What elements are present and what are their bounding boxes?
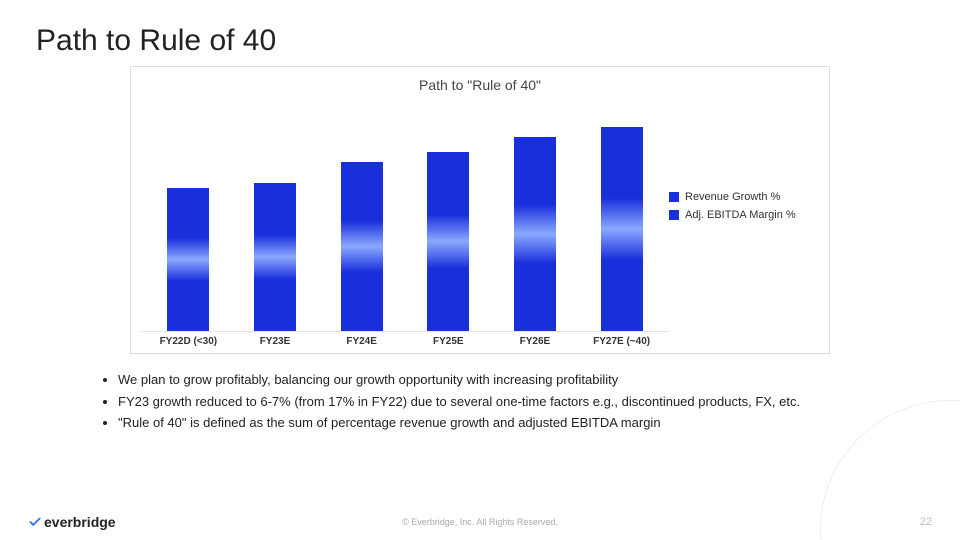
legend-swatch <box>669 210 679 220</box>
x-axis-label: FY24E <box>327 336 397 347</box>
bar <box>167 188 209 331</box>
bar <box>601 127 643 331</box>
chart-bars <box>141 101 669 331</box>
chart-legend: Revenue Growth % Adj. EBITDA Margin % <box>669 101 819 227</box>
bar-slot <box>153 188 223 331</box>
chart-plot: FY22D (<30) FY23E FY24E FY25E FY26E FY27E (~4… <box>141 101 669 347</box>
x-axis-label: FY22D (<30) <box>153 336 223 347</box>
bar <box>341 162 383 331</box>
bar-slot <box>500 137 570 331</box>
check-icon <box>28 515 42 529</box>
bar-slot <box>327 162 397 331</box>
brand-name: everbridge <box>44 514 116 530</box>
bar-slot <box>413 152 483 331</box>
bullet-list: We plan to grow profitably, balancing ou… <box>100 370 924 433</box>
brand-logo: everbridge <box>28 514 116 530</box>
x-axis-label: FY26E <box>500 336 570 347</box>
page-title: Path to Rule of 40 <box>36 24 924 58</box>
bar-slot <box>240 183 310 331</box>
slide: Path to Rule of 40 Path to "Rule of 40" … <box>0 0 960 540</box>
chart-body: FY22D (<30) FY23E FY24E FY25E FY26E FY27E (~4… <box>141 101 819 347</box>
chart-xlabels: FY22D (<30) FY23E FY24E FY25E FY26E FY27E (~4… <box>141 331 669 347</box>
x-axis-label: FY23E <box>240 336 310 347</box>
bar <box>254 183 296 331</box>
legend-label: Revenue Growth % <box>685 191 780 203</box>
page-number: 22 <box>920 516 932 528</box>
bar <box>427 152 469 331</box>
copyright-text: © Everbridge, Inc. All Rights Reserved. <box>402 517 558 527</box>
legend-swatch <box>669 192 679 202</box>
legend-label: Adj. EBITDA Margin % <box>685 209 796 221</box>
x-axis-label: FY27E (~40) <box>587 336 657 347</box>
bullet-item: FY23 growth reduced to 6-7% (from 17% in… <box>118 392 924 412</box>
bullet-item: We plan to grow profitably, balancing ou… <box>118 370 924 390</box>
bar <box>514 137 556 331</box>
bar-slot <box>587 127 657 331</box>
x-axis-label: FY25E <box>413 336 483 347</box>
legend-item: Adj. EBITDA Margin % <box>669 209 819 221</box>
bullet-item: "Rule of 40" is defined as the sum of pe… <box>118 413 924 433</box>
footer: everbridge © Everbridge, Inc. All Rights… <box>0 514 960 530</box>
legend-item: Revenue Growth % <box>669 191 819 203</box>
chart-container: Path to "Rule of 40" FY22D (<30)FY23EFY2… <box>130 66 830 354</box>
chart-title: Path to "Rule of 40" <box>141 77 819 93</box>
